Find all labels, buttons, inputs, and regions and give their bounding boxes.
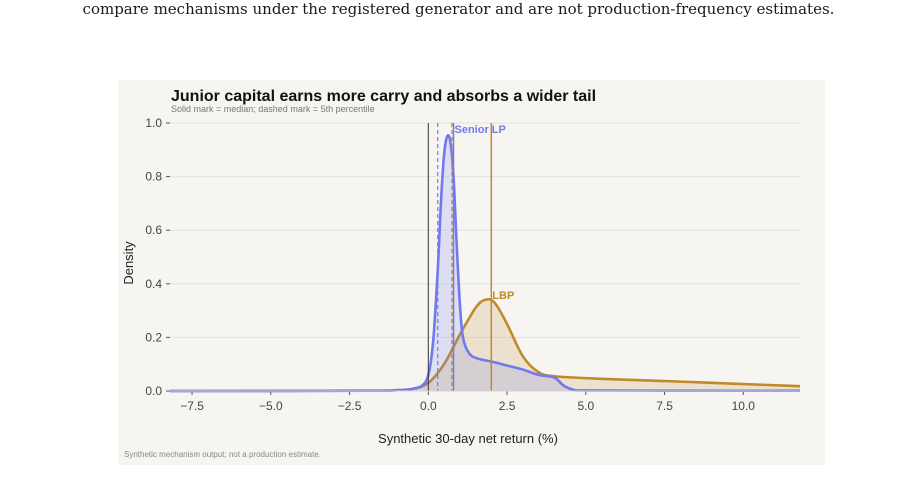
x-tick-label: 7.5 <box>656 399 673 413</box>
y-tick-label: 1.0 <box>145 116 162 130</box>
y-tick-label: 0.2 <box>145 330 162 344</box>
x-tick-label: −2.5 <box>338 399 362 413</box>
chart-subtitle: Solid mark = median; dashed mark = 5th p… <box>171 104 375 114</box>
series-layer <box>169 134 801 393</box>
x-tick-label: −5.0 <box>259 399 283 413</box>
header-text: compare mechanisms under the registered … <box>82 0 835 18</box>
y-tick-label: 0.6 <box>145 223 162 237</box>
senior-lp-line <box>169 134 801 393</box>
senior-lp-label: Senior LP <box>455 124 506 136</box>
caption: Synthetic mechanism output; not a produc… <box>124 450 321 459</box>
lbp-label: LBP <box>492 290 514 302</box>
chart-title: Junior capital earns more carry and abso… <box>171 88 596 105</box>
x-axis-label: Synthetic 30-day net return (%) <box>378 431 558 446</box>
y-axis-label: Density <box>121 241 136 285</box>
density-chart: Junior capital earns more carry and abso… <box>121 88 801 459</box>
x-tick-label: 5.0 <box>577 399 594 413</box>
y-tick-label: 0.8 <box>145 170 162 184</box>
lbp-area <box>170 299 800 391</box>
x-tick-label: 10.0 <box>732 399 756 413</box>
x-tick-label: 0.0 <box>420 399 437 413</box>
x-tick-label: −7.5 <box>180 399 204 413</box>
percentile-marks: LBP Senior LP <box>170 123 800 392</box>
y-tick-label: 0.0 <box>145 384 162 398</box>
chart-figure: Junior capital earns more carry and abso… <box>118 80 825 465</box>
x-axis-ticks: −7.5 −5.0 −2.5 0.0 2.5 5.0 7.5 10.0 <box>180 391 755 413</box>
x-tick-label: 2.5 <box>499 399 516 413</box>
y-axis-ticks: 0.0 0.2 0.4 0.6 0.8 1.0 <box>145 116 170 398</box>
y-tick-label: 0.4 <box>145 277 162 291</box>
